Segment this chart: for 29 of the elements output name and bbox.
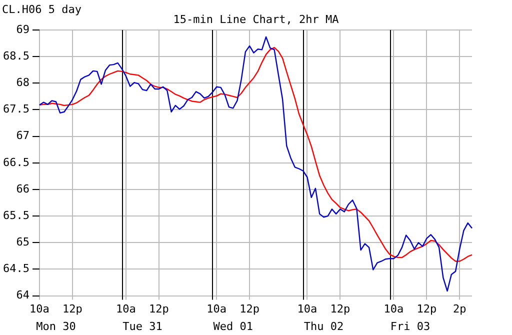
x-tick-label: 10a: [384, 302, 404, 316]
x-tick-label: 10a: [206, 302, 227, 316]
x-tick-label: 12p: [416, 302, 437, 316]
y-tick-label: 68: [16, 76, 30, 90]
y-tick-label: 66.5: [2, 156, 30, 169]
x-tick-label: 10a: [297, 302, 318, 316]
y-tick-label: 66: [16, 182, 30, 196]
text: Fri 03: [390, 320, 430, 333]
y-tick-label: 65.5: [2, 208, 30, 222]
y-tick-label: 69: [16, 22, 30, 36]
text: Thu 02: [304, 320, 344, 333]
y-tick-label: 67.5: [2, 102, 30, 116]
y-tick-label: 65: [16, 236, 30, 248]
y-tick-label: 64: [16, 288, 30, 302]
text: Wed 01: [213, 320, 253, 333]
y-tick-label: 67: [16, 129, 30, 142]
y-tick-label: 64.5: [2, 262, 30, 276]
text: Mon 30: [36, 320, 76, 333]
text: Tue 31: [122, 320, 162, 333]
x-tick-label: 10a: [30, 302, 50, 316]
x-tick-label: 12p: [62, 302, 82, 316]
x-tick-label: 12p: [240, 302, 260, 316]
y-tick-label: 68.5: [2, 49, 30, 62]
x-tick-label: 12p: [149, 302, 169, 316]
x-tick-label: 10a: [116, 302, 136, 316]
chart-title: 15-min Line Chart, 2hr MA: [173, 12, 340, 26]
x-tick-label: 12p: [330, 302, 350, 316]
x-tick-label: 2p: [453, 302, 466, 316]
chart-subtitle: CL.H06 5 day: [2, 2, 82, 16]
